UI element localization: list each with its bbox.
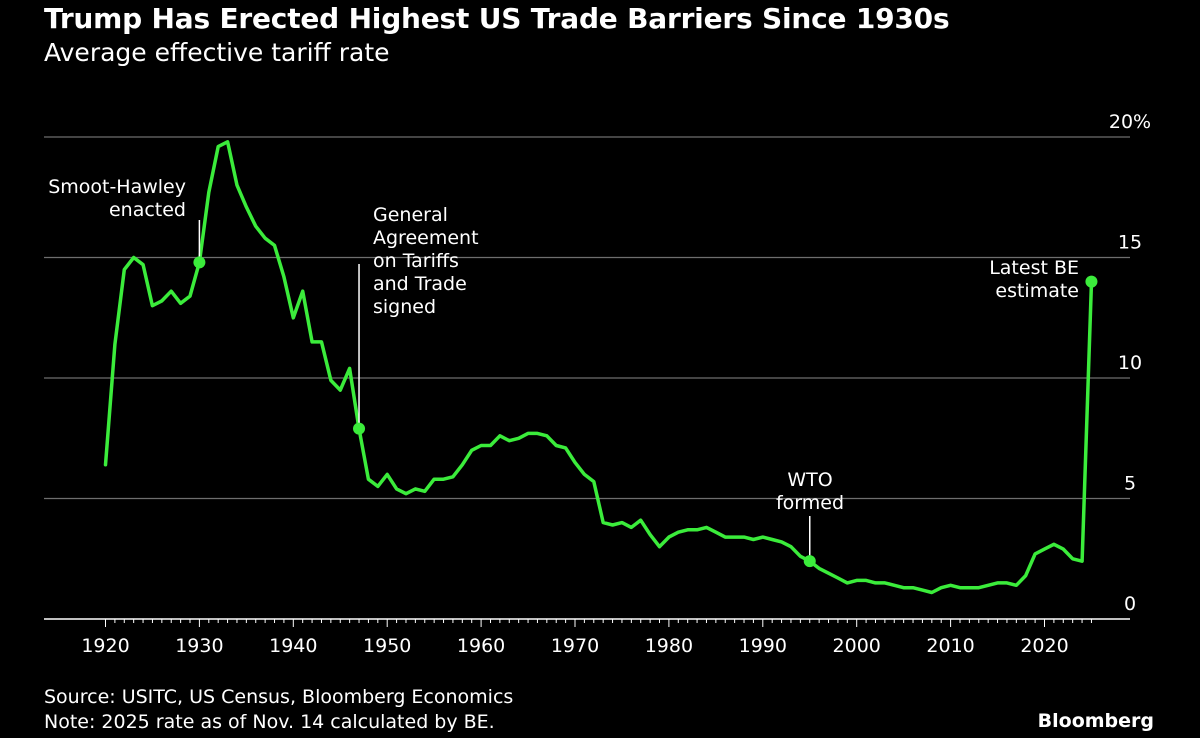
annotations: Smoot-Hawley enacted General Agreement on Ta…: [48, 176, 1098, 568]
x-tick-label-1940: 1940: [269, 635, 317, 657]
x-tick-label-1920: 1920: [81, 635, 129, 657]
y-tick-label-15: 15: [1118, 232, 1142, 254]
y-axis-tick-labels: 0 5 10 15 20%: [1109, 111, 1151, 615]
y-tick-label-0: 0: [1124, 593, 1136, 615]
x-tick-label-1990: 1990: [739, 635, 787, 657]
annotation-label-smoot-hawley-enacted: Smoot-Hawley enacted: [48, 176, 186, 221]
chart-subtitle: Average effective tariff rate: [44, 38, 390, 67]
annotation-marker-latest-be-estimate: [1085, 275, 1098, 288]
gridlines: [44, 136, 1130, 500]
footnote: Note: 2025 rate as of Nov. 14 calculated…: [44, 711, 495, 733]
annotation-marker-smoot-hawley-enacted: [193, 256, 206, 269]
series-line-0: [103, 140, 1094, 595]
annotation-label-wto-formed: WTO formed: [776, 469, 844, 514]
y-tick-label-20: 20%: [1109, 111, 1151, 133]
x-tick-label-2000: 2000: [833, 635, 881, 657]
x-tick-label-1970: 1970: [551, 635, 599, 657]
y-tick-label-10: 10: [1118, 352, 1142, 374]
annotation-marker-general-agreement-on-tariffs-and-trade-signed: [353, 422, 366, 435]
x-tick-label-1950: 1950: [363, 635, 411, 657]
annotation-marker-wto-formed: [803, 555, 816, 568]
annotation-label-general-agreement-on-tariffs-and-trade-signed: General Agreement on Tariffs and Trade signe…: [373, 204, 479, 318]
x-axis: 1920 1930 1940 1950 1960 1970 1980 1990 2000 2010…: [44, 618, 1130, 657]
chart-title: Trump Has Erected Highest US Trade Barri…: [44, 2, 950, 35]
x-tick-label-2010: 2010: [926, 635, 974, 657]
series-layer: [103, 140, 1094, 595]
annotation-label-latest-be-estimate: Latest BE estimate: [989, 257, 1079, 302]
bloomberg-logo: Bloomberg: [1037, 710, 1154, 732]
source-note: Source: USITC, US Census, Bloomberg Econ…: [44, 686, 514, 708]
y-tick-label-5: 5: [1124, 473, 1136, 495]
x-tick-label-1960: 1960: [457, 635, 505, 657]
x-tick-label-1930: 1930: [175, 635, 223, 657]
x-tick-label-2020: 2020: [1020, 635, 1068, 657]
x-tick-label-1980: 1980: [645, 635, 693, 657]
